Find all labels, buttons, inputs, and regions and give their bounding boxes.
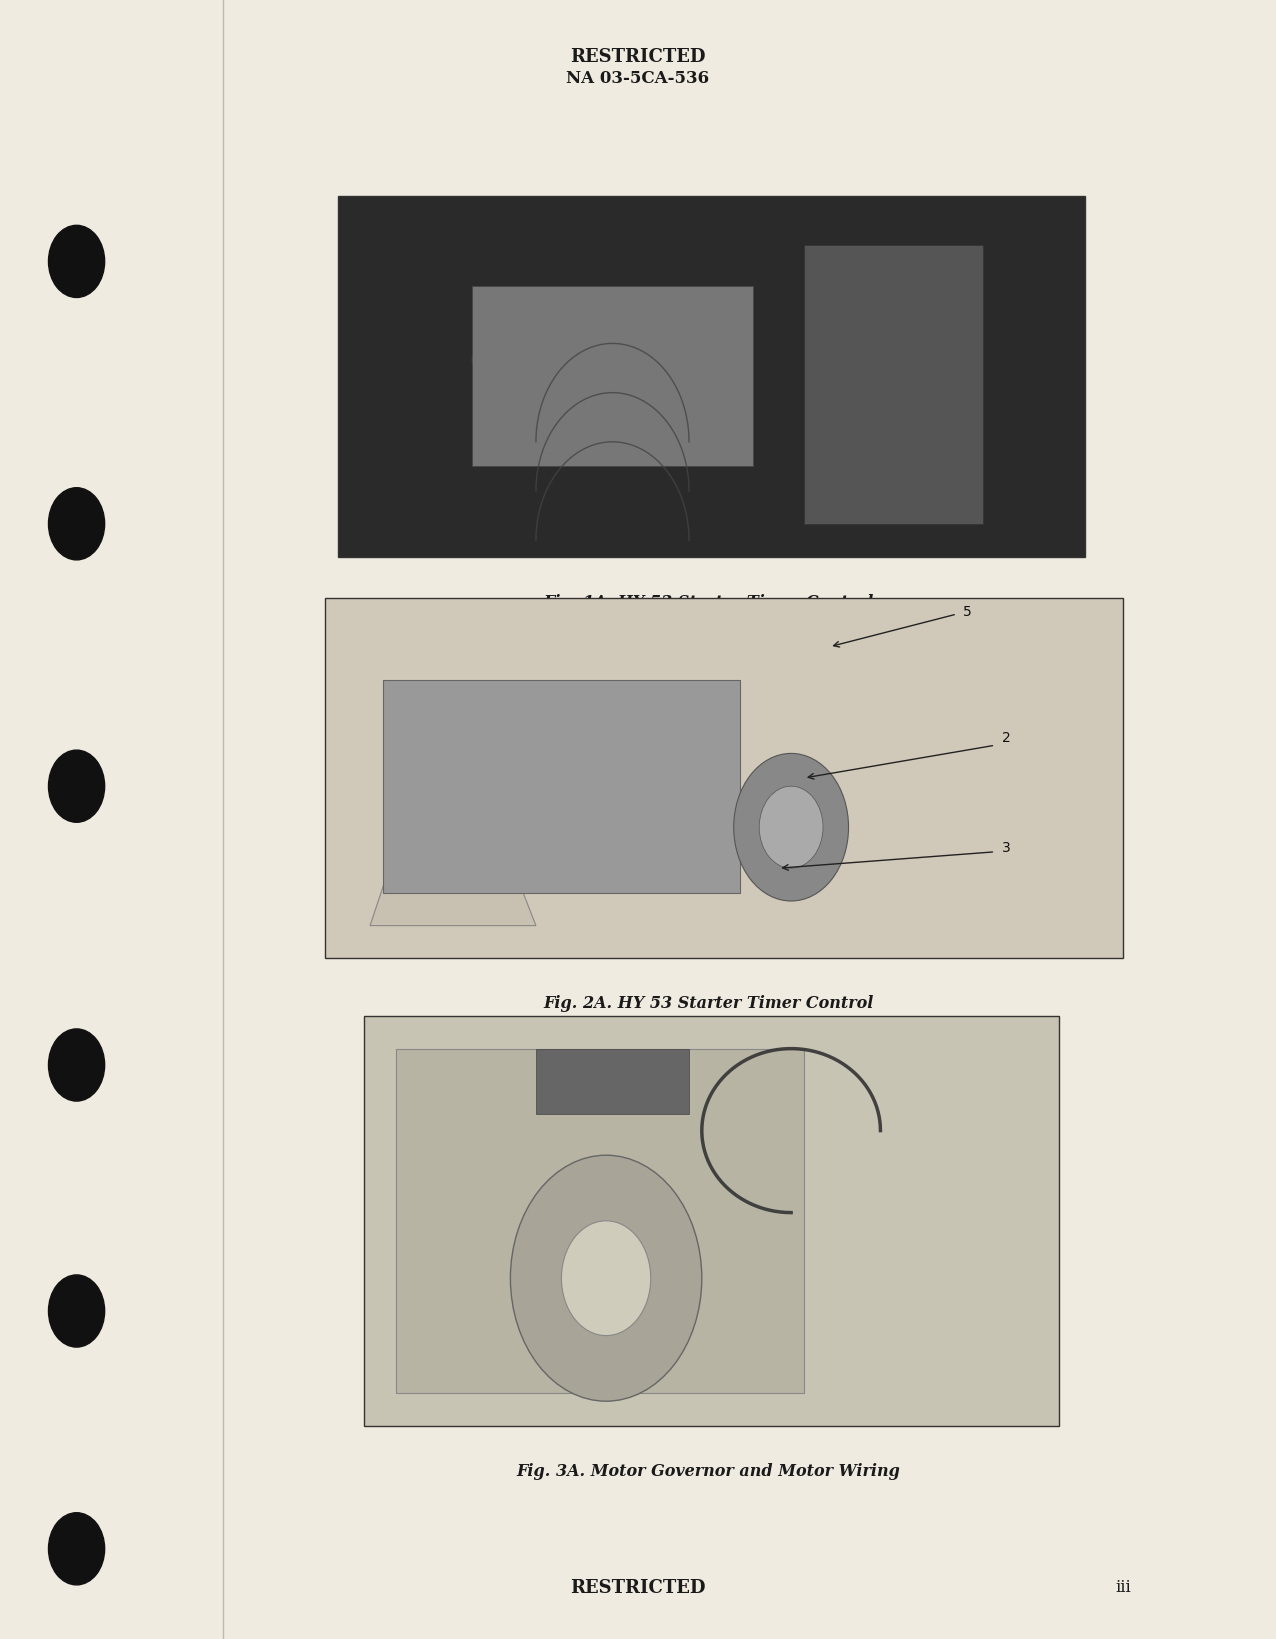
Bar bbox=[364, 1016, 1059, 1426]
Text: 3: 3 bbox=[1002, 841, 1011, 854]
Bar bbox=[804, 246, 983, 524]
Circle shape bbox=[759, 787, 823, 869]
Bar bbox=[536, 1049, 689, 1115]
Circle shape bbox=[48, 751, 105, 823]
Text: 2: 2 bbox=[1002, 731, 1011, 744]
Bar bbox=[338, 197, 1085, 557]
Text: Fig. 2A. HY 53 Starter Timer Control: Fig. 2A. HY 53 Starter Timer Control bbox=[544, 995, 873, 1011]
Text: Fig. 3A. Motor Governor and Motor Wiring: Fig. 3A. Motor Governor and Motor Wiring bbox=[517, 1462, 900, 1478]
Text: 5: 5 bbox=[963, 605, 972, 618]
Bar bbox=[472, 287, 753, 467]
Text: NA 03-5CA-536: NA 03-5CA-536 bbox=[567, 70, 709, 87]
Text: Fig. 1A. HY 53 Starter Timer Control: Fig. 1A. HY 53 Starter Timer Control bbox=[544, 593, 873, 610]
Circle shape bbox=[510, 1155, 702, 1401]
Circle shape bbox=[48, 1029, 105, 1101]
Circle shape bbox=[48, 1275, 105, 1347]
Circle shape bbox=[48, 488, 105, 561]
Text: RESTRICTED: RESTRICTED bbox=[570, 49, 706, 66]
Circle shape bbox=[48, 226, 105, 298]
Circle shape bbox=[561, 1221, 651, 1336]
Bar bbox=[396, 1049, 804, 1393]
Ellipse shape bbox=[472, 311, 753, 410]
Text: iii: iii bbox=[1115, 1578, 1131, 1595]
Circle shape bbox=[734, 754, 849, 901]
Bar bbox=[383, 680, 740, 893]
Text: RESTRICTED: RESTRICTED bbox=[570, 1578, 706, 1595]
Bar bbox=[325, 598, 1123, 959]
Circle shape bbox=[48, 1513, 105, 1585]
Polygon shape bbox=[370, 697, 536, 926]
